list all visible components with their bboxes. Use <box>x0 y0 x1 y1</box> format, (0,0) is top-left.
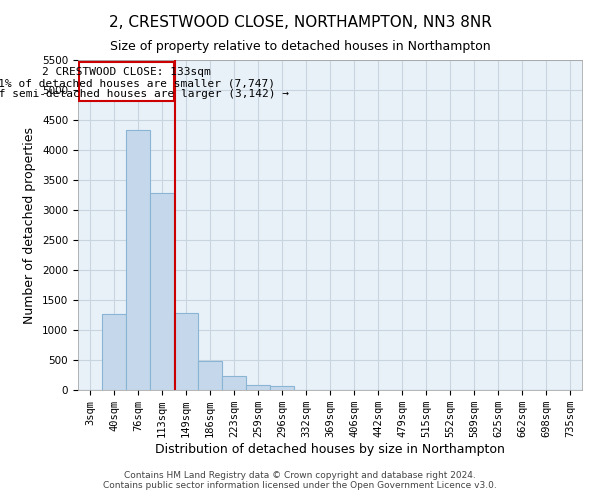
Text: 29% of semi-detached houses are larger (3,142) →: 29% of semi-detached houses are larger (… <box>0 90 289 100</box>
Text: 2 CRESTWOOD CLOSE: 133sqm: 2 CRESTWOOD CLOSE: 133sqm <box>42 67 211 77</box>
Text: ← 71% of detached houses are smaller (7,747): ← 71% of detached houses are smaller (7,… <box>0 78 275 88</box>
Bar <box>150 192 174 390</box>
FancyBboxPatch shape <box>79 62 174 101</box>
Bar <box>222 376 246 390</box>
Y-axis label: Number of detached properties: Number of detached properties <box>23 126 37 324</box>
Bar <box>270 386 294 390</box>
Bar <box>126 130 150 390</box>
Bar <box>198 361 222 390</box>
Bar <box>102 314 126 390</box>
Text: 2, CRESTWOOD CLOSE, NORTHAMPTON, NN3 8NR: 2, CRESTWOOD CLOSE, NORTHAMPTON, NN3 8NR <box>109 15 491 30</box>
X-axis label: Distribution of detached houses by size in Northampton: Distribution of detached houses by size … <box>155 443 505 456</box>
Bar <box>246 384 270 390</box>
Text: Size of property relative to detached houses in Northampton: Size of property relative to detached ho… <box>110 40 490 53</box>
Text: Contains HM Land Registry data © Crown copyright and database right 2024.
Contai: Contains HM Land Registry data © Crown c… <box>103 470 497 490</box>
Bar <box>174 313 198 390</box>
